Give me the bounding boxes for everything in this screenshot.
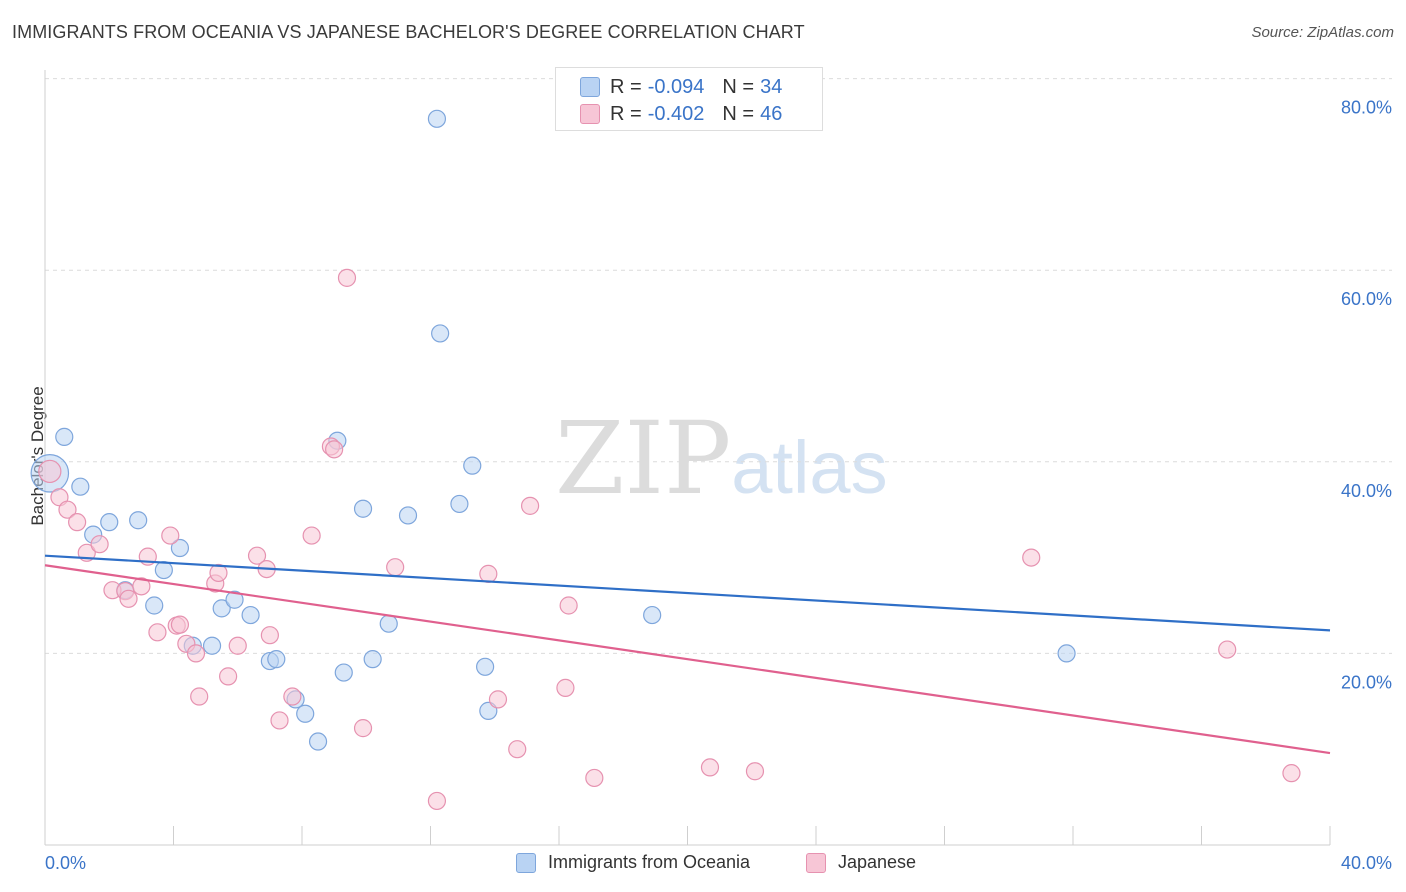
y-tick-label: 80.0% bbox=[1341, 98, 1392, 118]
watermark-atlas: atlas bbox=[731, 426, 888, 509]
chart-source: Source: ZipAtlas.com bbox=[1251, 24, 1394, 41]
point-japanese bbox=[353, 719, 373, 738]
point-japanese bbox=[58, 500, 77, 519]
watermark-zip: ZIP bbox=[555, 400, 732, 517]
point-oceania bbox=[308, 732, 328, 751]
point-japanese bbox=[1218, 640, 1237, 659]
y-tick-label: 20.0% bbox=[1341, 672, 1392, 692]
point-oceania bbox=[1057, 644, 1076, 663]
point-japanese bbox=[170, 615, 190, 634]
point-japanese bbox=[68, 513, 87, 532]
point-japanese bbox=[148, 623, 167, 642]
legend-row-japanese: R = -0.402 N = 46 bbox=[580, 101, 782, 127]
point-oceania bbox=[379, 614, 398, 633]
point-japanese bbox=[190, 687, 209, 706]
legend-item-oceania[interactable]: Immigrants from Oceania bbox=[516, 852, 750, 873]
point-japanese bbox=[559, 596, 578, 615]
point-japanese bbox=[260, 626, 279, 645]
legend-label-oceania: Immigrants from Oceania bbox=[548, 852, 751, 872]
point-oceania bbox=[71, 477, 90, 496]
point-japanese bbox=[228, 636, 247, 655]
point-oceania bbox=[267, 650, 286, 669]
point-oceania bbox=[212, 599, 231, 618]
watermark: ZIPatlas bbox=[555, 400, 888, 517]
point-oceania bbox=[225, 590, 244, 609]
point-oceania bbox=[427, 109, 447, 128]
point-japanese bbox=[325, 440, 344, 459]
point-japanese bbox=[508, 740, 527, 759]
point-japanese bbox=[247, 546, 267, 565]
legend-r-value-oceania: -0.094 bbox=[647, 75, 705, 98]
point-japanese bbox=[745, 762, 765, 781]
point-japanese bbox=[132, 577, 151, 596]
point-oceania bbox=[463, 456, 482, 475]
point-japanese bbox=[38, 459, 62, 484]
legend-swatch-oceania bbox=[516, 852, 536, 873]
point-oceania bbox=[398, 506, 418, 525]
point-oceania bbox=[643, 605, 662, 625]
point-oceania bbox=[202, 636, 222, 655]
legend-n-value-japanese: 46 bbox=[760, 102, 783, 125]
chart-title: IMMIGRANTS FROM OCEANIA VS JAPANESE BACH… bbox=[12, 22, 805, 42]
legend-row-oceania: R = -0.094 N = 34 bbox=[580, 74, 782, 100]
correlation-legend: R = -0.094 N = 34 R = -0.402 N = 46 bbox=[555, 67, 823, 131]
point-japanese bbox=[270, 711, 289, 730]
legend-n-value-oceania: 34 bbox=[760, 75, 783, 98]
point-oceania bbox=[145, 596, 164, 615]
point-oceania bbox=[363, 650, 382, 669]
point-japanese bbox=[427, 791, 447, 811]
point-japanese bbox=[520, 496, 540, 515]
legend-item-japanese[interactable]: Japanese bbox=[806, 852, 916, 873]
point-oceania bbox=[450, 494, 469, 514]
point-japanese bbox=[119, 589, 138, 608]
point-japanese bbox=[337, 268, 357, 287]
point-japanese bbox=[1022, 548, 1041, 567]
legend-label-japanese: Japanese bbox=[838, 852, 917, 872]
legend-swatch-japanese bbox=[806, 852, 826, 873]
x-tick-label: 0.0% bbox=[45, 853, 86, 873]
y-tick-label: 40.0% bbox=[1341, 481, 1392, 501]
point-oceania bbox=[334, 663, 353, 682]
point-oceania bbox=[353, 499, 373, 518]
point-oceania bbox=[431, 324, 450, 343]
point-japanese bbox=[161, 526, 180, 545]
point-oceania bbox=[100, 513, 119, 532]
point-japanese bbox=[186, 644, 206, 663]
point-japanese bbox=[585, 768, 604, 788]
point-japanese bbox=[700, 758, 720, 777]
point-oceania bbox=[296, 704, 315, 723]
trendline-oceania bbox=[44, 554, 1331, 632]
point-japanese bbox=[302, 526, 321, 545]
point-oceania bbox=[154, 560, 173, 580]
legend-r-value-japanese: -0.402 bbox=[647, 102, 705, 125]
point-japanese bbox=[386, 558, 405, 577]
y-tick-label: 60.0% bbox=[1341, 289, 1392, 309]
point-oceania bbox=[476, 657, 495, 676]
point-japanese bbox=[479, 564, 498, 583]
point-japanese bbox=[283, 687, 302, 706]
point-japanese bbox=[488, 690, 508, 709]
point-japanese bbox=[219, 667, 238, 686]
legend-swatch-japanese bbox=[580, 104, 600, 124]
trendline-japanese bbox=[44, 564, 1331, 755]
x-tick-label: 40.0% bbox=[1341, 853, 1392, 873]
point-japanese bbox=[90, 535, 109, 554]
legend-r-label: R = bbox=[610, 75, 642, 98]
point-japanese bbox=[209, 563, 228, 583]
point-oceania bbox=[241, 605, 260, 625]
point-japanese bbox=[1282, 764, 1301, 783]
point-oceania bbox=[170, 538, 190, 558]
legend-n-label: N = bbox=[722, 75, 755, 98]
legend-n-label: N = bbox=[722, 102, 755, 125]
point-oceania bbox=[55, 427, 74, 446]
legend-r-label: R = bbox=[610, 102, 642, 125]
legend-swatch-oceania bbox=[580, 77, 600, 97]
point-oceania bbox=[129, 511, 148, 530]
point-japanese bbox=[556, 678, 575, 697]
